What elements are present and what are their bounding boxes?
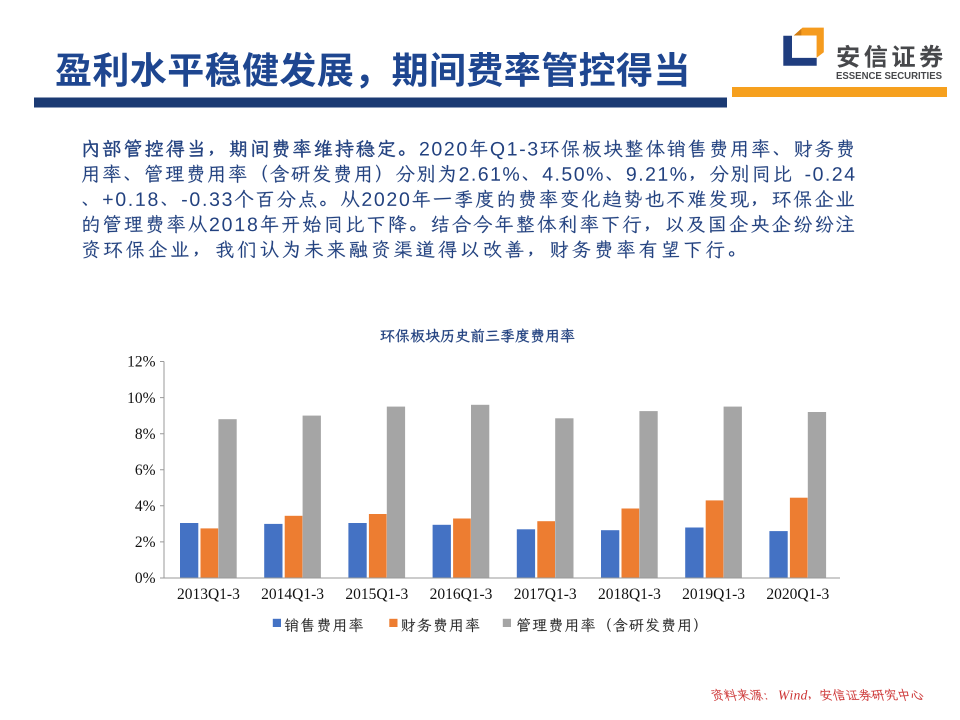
svg-text:2%: 2% (135, 534, 156, 551)
svg-text:2013Q1-3: 2013Q1-3 (177, 586, 240, 603)
svg-text:6%: 6% (135, 462, 156, 479)
svg-text:2014Q1-3: 2014Q1-3 (261, 586, 324, 603)
svg-text:4%: 4% (135, 498, 156, 515)
svg-text:2016Q1-3: 2016Q1-3 (430, 586, 493, 603)
svg-text:10%: 10% (127, 390, 156, 407)
svg-text:2017Q1-3: 2017Q1-3 (514, 586, 577, 603)
svg-text:2019Q1-3: 2019Q1-3 (682, 586, 745, 603)
svg-text:2018Q1-3: 2018Q1-3 (598, 586, 661, 603)
svg-text:2020Q1-3: 2020Q1-3 (766, 586, 829, 603)
svg-text:0%: 0% (135, 570, 156, 587)
svg-text:2015Q1-3: 2015Q1-3 (345, 586, 408, 603)
svg-text:8%: 8% (135, 426, 156, 443)
svg-text:ESSENCE SECURITIES: ESSENCE SECURITIES (836, 71, 942, 82)
svg-text:12%: 12% (127, 354, 156, 371)
